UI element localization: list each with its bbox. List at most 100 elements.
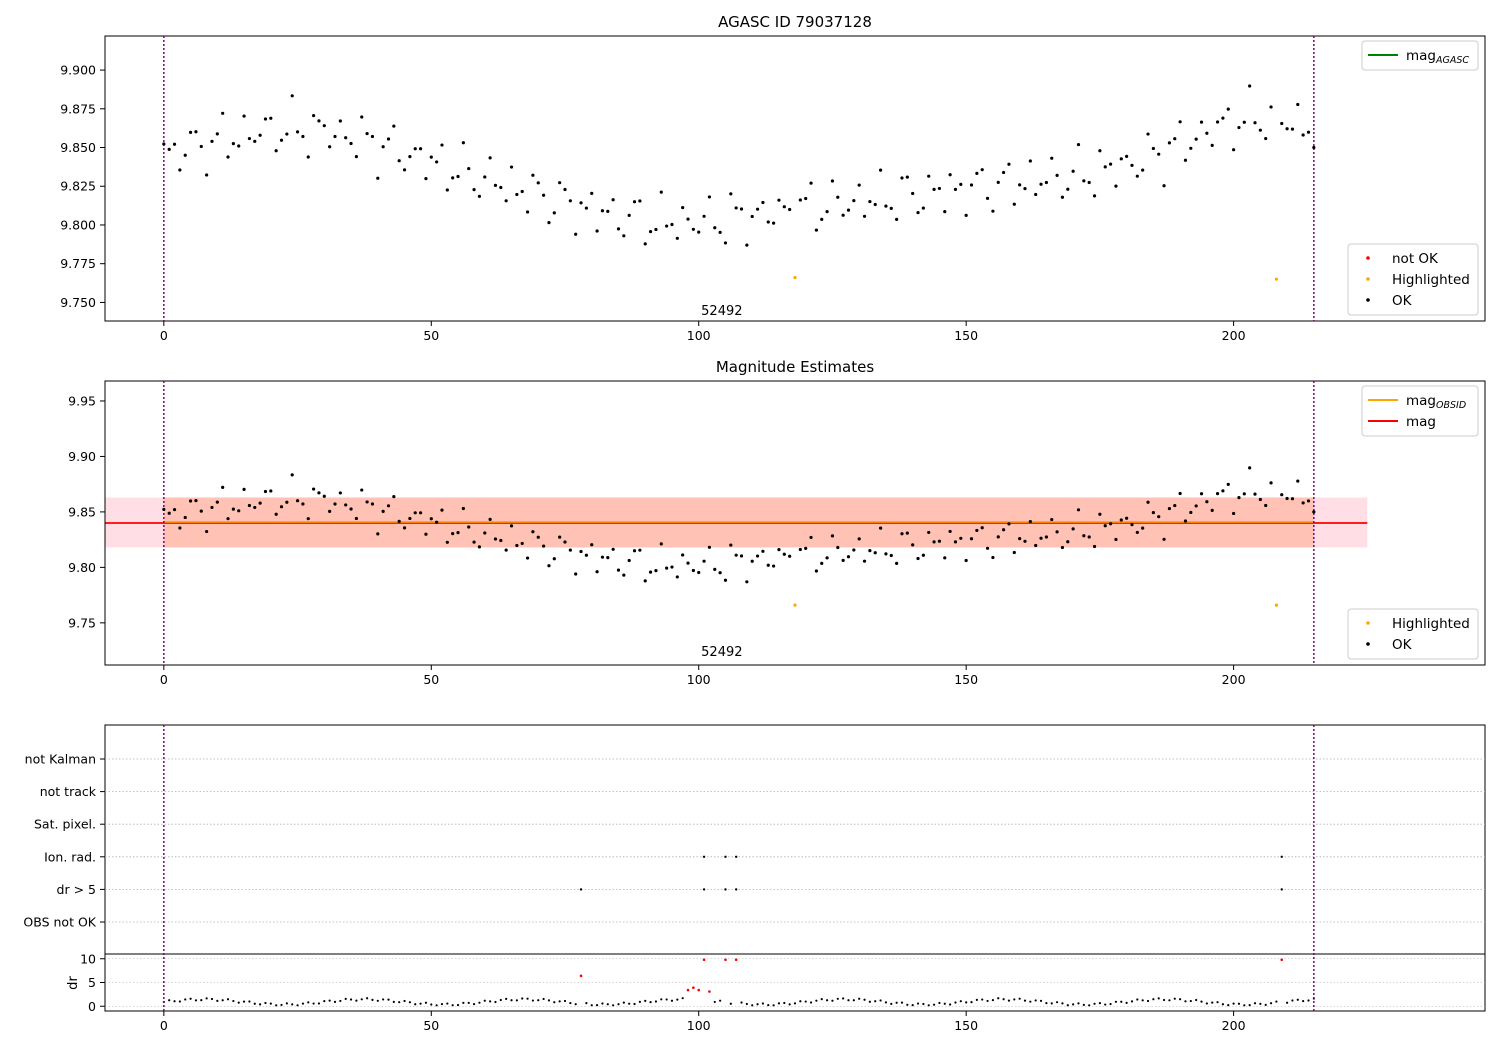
ok-point	[638, 548, 642, 552]
ok-point	[1028, 159, 1032, 163]
ok-point	[921, 553, 925, 557]
ok-point	[488, 517, 492, 521]
ok-point	[504, 548, 508, 552]
ok-point	[788, 554, 792, 558]
dr-point	[1029, 1000, 1032, 1003]
flag-label: not Kalman	[25, 752, 96, 767]
ok-point	[1232, 511, 1236, 516]
ok-point	[670, 222, 674, 227]
ok-point	[964, 558, 968, 563]
dr-y-tick-label: 5	[88, 975, 96, 990]
ok-point	[766, 563, 770, 567]
dr-point	[232, 999, 235, 1003]
dr-point	[1109, 1002, 1112, 1006]
flag-label: dr > 5	[57, 882, 96, 897]
ok-point	[1210, 143, 1214, 147]
ok-point	[788, 207, 792, 212]
ok-point	[172, 507, 177, 512]
ok-point	[1002, 170, 1006, 175]
ok-point	[279, 505, 284, 509]
x-tick-label: 150	[954, 672, 978, 687]
dr-point	[809, 1001, 813, 1004]
dr-point	[654, 1000, 658, 1003]
ok-point	[670, 565, 674, 569]
ok-point	[675, 236, 679, 240]
ok-point	[205, 173, 209, 177]
dr-point	[510, 999, 513, 1002]
ok-point	[568, 548, 572, 552]
ok-point	[836, 195, 840, 199]
ok-point	[392, 124, 396, 128]
ok-point	[1183, 158, 1188, 162]
dr-point	[344, 997, 347, 1000]
dr-point	[879, 999, 882, 1002]
y-tick-label: 9.900	[60, 63, 96, 78]
legend-label: OK	[1392, 293, 1413, 309]
ok-point	[188, 130, 193, 134]
ok-point	[263, 489, 268, 494]
ok-point	[1034, 543, 1038, 548]
dr-point	[1221, 1003, 1225, 1006]
y-tick-label: 9.80	[68, 560, 96, 575]
ok-point	[1082, 534, 1086, 538]
flag-point	[702, 855, 706, 858]
ok-point	[274, 149, 278, 153]
ok-point	[729, 543, 733, 547]
ok-point	[937, 539, 942, 543]
dr-point	[922, 1002, 925, 1006]
ok-point	[750, 559, 754, 563]
flag-point	[1280, 855, 1283, 858]
ok-point	[868, 549, 872, 553]
ok-point	[1039, 182, 1043, 186]
ok-point	[1183, 519, 1188, 523]
dr-point	[601, 1002, 604, 1005]
ok-point	[777, 548, 781, 552]
dr-point	[574, 1003, 577, 1006]
ok-point	[600, 555, 605, 559]
ok-point	[1306, 499, 1311, 503]
ok-point	[1199, 120, 1204, 124]
dr-point	[403, 999, 406, 1003]
ok-point	[525, 556, 530, 560]
ok-point	[1248, 466, 1252, 470]
legend-marker-swatch	[1366, 277, 1370, 281]
ok-point	[285, 132, 289, 136]
dr-point	[815, 999, 818, 1002]
y-tick-label: 9.800	[60, 217, 96, 232]
dr-point	[1072, 1003, 1075, 1006]
dr-point	[884, 1001, 888, 1004]
ok-point	[916, 210, 920, 215]
ok-point	[472, 540, 476, 544]
ok-point	[1226, 482, 1230, 486]
dr-point	[932, 1003, 936, 1006]
ok-point	[381, 145, 385, 149]
ok-point	[648, 230, 653, 234]
dr-point	[895, 1001, 898, 1004]
x-tick-label: 100	[687, 1018, 711, 1033]
ok-point	[445, 540, 449, 544]
dr-point	[1248, 1003, 1251, 1007]
ok-point	[809, 181, 813, 185]
dr-point	[200, 999, 203, 1002]
dr-point	[323, 1000, 326, 1003]
ok-point	[295, 130, 300, 134]
ok-point	[777, 198, 781, 202]
ok-point	[563, 540, 567, 544]
ok-point	[718, 230, 722, 235]
dr-point	[1162, 998, 1166, 1002]
dr-point	[1184, 1000, 1187, 1003]
ok-point	[1242, 120, 1246, 124]
ok-point	[718, 571, 722, 575]
ok-point	[921, 206, 925, 210]
ok-point	[295, 499, 300, 503]
y-tick-label: 9.825	[60, 179, 96, 194]
y-tick-label: 9.95	[68, 393, 96, 408]
ok-point	[574, 572, 578, 576]
dr-point	[761, 1002, 765, 1005]
ok-point	[991, 209, 995, 213]
ok-point	[1151, 146, 1155, 151]
ok-point	[317, 119, 321, 123]
dr-point	[1269, 1002, 1273, 1005]
ok-point	[322, 494, 326, 498]
ok-point	[1205, 500, 1209, 504]
